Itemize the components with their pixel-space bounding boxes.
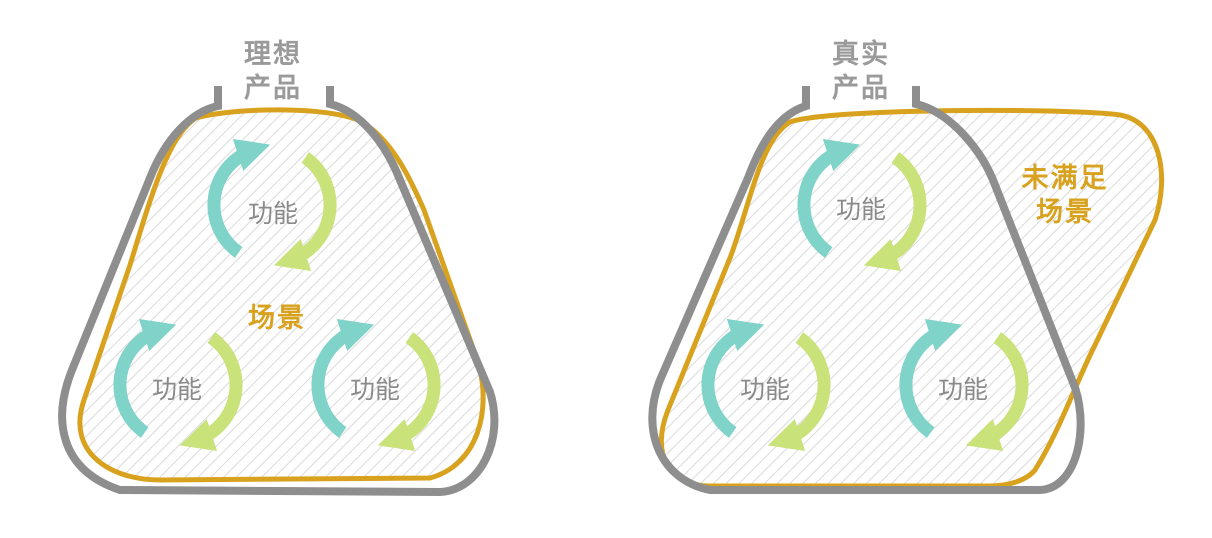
- ideal-product-title-line2: 产品: [244, 72, 302, 104]
- real-scene-area: [658, 107, 1164, 489]
- function-cycles: [113, 138, 1029, 452]
- real-right-green-arrow: [965, 332, 1029, 452]
- ideal-right-green-arrow: [377, 332, 441, 452]
- ideal-product-diagram: [58, 86, 499, 497]
- ideal-product-outline: [58, 86, 499, 497]
- real-product-title-line1: 真实: [832, 39, 890, 70]
- ideal-function-right: 功能: [349, 375, 400, 404]
- ideal-scene-label: 场景: [248, 303, 306, 334]
- real-right-teal-arrow: [899, 318, 963, 438]
- real-top-green-arrow: [863, 152, 927, 272]
- ideal-product-title: 理想 产品: [228, 38, 318, 106]
- ideal-top-teal-arrow: [207, 138, 271, 258]
- unmet-scene-line2: 场景: [1036, 196, 1094, 228]
- real-function-left: 功能: [739, 375, 790, 404]
- ideal-function-top: 功能: [247, 199, 298, 228]
- ideal-left-teal-arrow: [113, 318, 177, 438]
- ideal-scene-area: [77, 107, 486, 483]
- real-left-teal-arrow: [701, 318, 765, 438]
- real-left-green-arrow: [767, 332, 831, 452]
- unmet-scene-label: 未满足 场景: [1010, 162, 1120, 230]
- real-product-outline: [648, 86, 1085, 494]
- real-product-diagram: [648, 86, 1164, 494]
- real-function-right: 功能: [937, 375, 988, 404]
- ideal-right-teal-arrow: [311, 318, 375, 438]
- ideal-top-green-arrow: [273, 152, 337, 272]
- ideal-function-left: 功能: [151, 375, 202, 404]
- real-function-top: 功能: [835, 195, 886, 224]
- ideal-left-green-arrow: [179, 332, 243, 452]
- unmet-scene-line1: 未满足: [1021, 163, 1109, 194]
- ideal-product-title-line1: 理想: [244, 39, 302, 70]
- real-product-title: 真实 产品: [816, 38, 906, 106]
- real-top-teal-arrow: [797, 138, 861, 258]
- real-product-title-line2: 产品: [832, 72, 890, 104]
